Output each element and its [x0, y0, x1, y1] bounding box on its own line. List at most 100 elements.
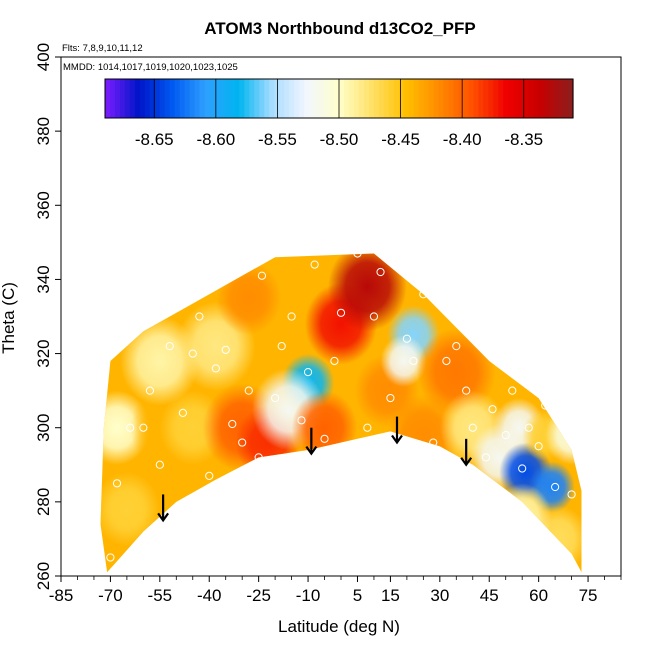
- colorbar-segment: [149, 79, 156, 118]
- sample-point: [287, 312, 296, 321]
- colorbar-segment: [259, 79, 265, 118]
- sample-point: [188, 349, 197, 358]
- flight-arrow: [391, 416, 403, 445]
- sample-point: [257, 271, 267, 280]
- colorbar-segment: [179, 79, 186, 118]
- y-tick-label: 340: [34, 265, 53, 293]
- colorbar-segment: [174, 79, 181, 118]
- y-tick-label: 380: [34, 117, 53, 145]
- sample-point: [205, 471, 214, 481]
- colorbar-segment: [413, 79, 420, 118]
- sample-point: [518, 464, 527, 473]
- colorbar-segment: [154, 79, 161, 118]
- sample-point: [468, 423, 477, 432]
- colorbar-segment: [234, 79, 241, 118]
- flights-annotation: Flts: 7,8,9,10,11,12: [62, 43, 143, 54]
- colorbar-segment: [443, 79, 450, 118]
- colorbar-segment: [553, 79, 559, 118]
- y-tick-label: 320: [34, 339, 53, 367]
- sample-point: [228, 419, 237, 429]
- x-tick-label: 75: [579, 586, 598, 605]
- colorbar-segment: [304, 79, 310, 118]
- sample-point: [353, 249, 362, 258]
- colorbar-segment: [319, 79, 325, 118]
- colorbar-tick-label: -8.40: [443, 130, 482, 149]
- y-tick-label: 360: [34, 191, 53, 219]
- colorbar-segment: [214, 79, 221, 118]
- sample-point: [508, 386, 517, 395]
- colorbar-segment: [105, 79, 111, 118]
- sample-point: [221, 345, 230, 354]
- heatmap-cell: [380, 335, 427, 387]
- colorbar-segment: [294, 79, 300, 118]
- sample-point: [541, 401, 550, 410]
- colorbar-segment: [194, 79, 201, 118]
- sample-point: [409, 356, 418, 366]
- colorbar-segment: [224, 79, 231, 118]
- colorbar-segment: [114, 79, 121, 118]
- colorbar-segment: [508, 79, 514, 118]
- x-tick-label: -40: [197, 586, 222, 605]
- x-tick-label: -70: [98, 586, 123, 605]
- heatmap-cell: [291, 390, 358, 465]
- colorbar-tick-label: -8.35: [504, 130, 543, 149]
- sample-point: [442, 356, 451, 366]
- flight-arrow: [460, 438, 473, 467]
- sample-point: [462, 386, 471, 395]
- colorbar-segment: [393, 79, 400, 118]
- colorbar-tick-label: -8.60: [196, 130, 235, 149]
- colorbar-segment: [428, 79, 435, 118]
- chart-title: ATOM3 Northbound d13CO2_PFP: [204, 19, 475, 38]
- colorbar-segment: [538, 79, 544, 118]
- sample-point: [155, 460, 164, 469]
- sample-point: [254, 453, 263, 462]
- colorbar-segment: [433, 79, 440, 118]
- x-axis-label: Latitude (deg N): [278, 617, 400, 636]
- sample-point: [165, 342, 174, 351]
- sample-point: [402, 334, 411, 343]
- colorbar-segment: [254, 79, 260, 118]
- colorbar-segment: [219, 79, 226, 118]
- colorbar-segment: [329, 79, 335, 118]
- x-tick-label: 60: [529, 586, 548, 605]
- colorbar-segment: [423, 79, 430, 118]
- dates-annotation: MMDD: 1014,1017,1019,1020,1023,1025: [63, 62, 238, 73]
- colorbar-segment: [353, 79, 360, 118]
- sample-point: [112, 479, 122, 488]
- colorbar-segment: [109, 79, 116, 118]
- colorbar-segment: [563, 79, 569, 118]
- colorbar-segment: [478, 79, 484, 118]
- colorbar-segment: [339, 79, 345, 118]
- sample-point: [330, 356, 339, 366]
- colorbar-segment: [229, 79, 236, 118]
- colorbar-segment: [568, 79, 574, 118]
- colorbar-segment: [269, 79, 275, 118]
- sample-point: [297, 416, 306, 425]
- colorbar-segment: [518, 79, 524, 118]
- colorbar-segment: [279, 79, 285, 118]
- sample-point: [534, 442, 543, 451]
- sample-point: [271, 393, 280, 403]
- colorbar-segment: [284, 79, 290, 118]
- sample-point: [567, 490, 576, 499]
- y-axis-label: Theta (C): [0, 282, 18, 354]
- y-tick-label: 280: [34, 488, 53, 516]
- sample-point: [429, 438, 438, 447]
- colorbar-segment: [458, 79, 465, 118]
- colorbar-segment: [498, 79, 504, 118]
- colorbar-segment: [483, 79, 489, 118]
- sample-point: [452, 342, 461, 351]
- x-tick-label: 45: [480, 586, 499, 605]
- sample-point: [211, 364, 220, 373]
- sample-point: [481, 453, 491, 462]
- sample-point: [310, 260, 319, 269]
- colorbar-segment: [343, 79, 350, 118]
- x-tick-label: -25: [246, 586, 271, 605]
- sample-point: [501, 431, 510, 440]
- colorbar-segment: [468, 79, 475, 118]
- colorbar-segment: [373, 79, 380, 118]
- sample-point: [419, 290, 428, 299]
- colorbar-tick-label: -8.50: [320, 130, 359, 149]
- colorbar-segment: [448, 79, 455, 118]
- colorbar-segment: [388, 79, 395, 118]
